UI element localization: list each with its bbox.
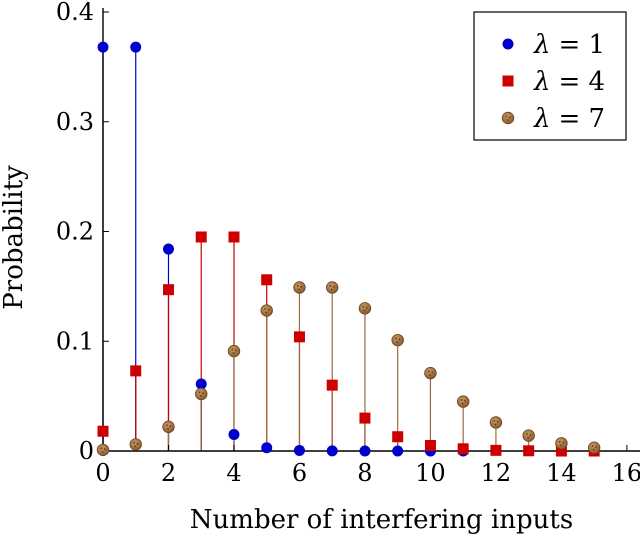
legend-label-symbol: λ bbox=[533, 104, 550, 134]
legend-item: λ = 7 bbox=[501, 104, 605, 134]
data-point bbox=[456, 395, 470, 408]
y-tick-label: 0.4 bbox=[56, 0, 94, 26]
data-point bbox=[523, 445, 535, 457]
data-point bbox=[424, 366, 437, 380]
data-point bbox=[195, 387, 208, 401]
data-point bbox=[162, 420, 175, 434]
legend-label-value: = 1 bbox=[558, 30, 605, 60]
ticks-layer: 0 2 4 6 8 10 12 14 16 0 0.1 0.2 0.3 0.4 bbox=[56, 0, 640, 487]
data-point bbox=[293, 281, 306, 294]
data-point bbox=[97, 41, 109, 53]
data-point bbox=[392, 445, 404, 457]
data-point bbox=[261, 442, 273, 454]
data-point bbox=[359, 412, 371, 424]
data-point bbox=[129, 438, 142, 451]
data-point bbox=[392, 431, 404, 443]
data-point bbox=[489, 416, 503, 429]
x-tick-label: 2 bbox=[161, 459, 176, 487]
data-point bbox=[326, 379, 338, 391]
data-point bbox=[261, 274, 273, 286]
data-point bbox=[555, 437, 568, 450]
legend-label-value: = 7 bbox=[558, 104, 605, 134]
y-tick-label: 0.3 bbox=[56, 108, 94, 136]
legend-marker bbox=[502, 38, 514, 50]
legend-marker bbox=[501, 111, 515, 125]
x-tick-label: 8 bbox=[357, 459, 372, 487]
data-point bbox=[326, 445, 338, 457]
data-point bbox=[587, 441, 601, 454]
data-point bbox=[490, 444, 502, 456]
data-point bbox=[391, 333, 404, 347]
x-axis-title: Number of interfering inputs bbox=[190, 505, 573, 535]
data-point bbox=[97, 425, 109, 437]
legend-label: λ = 7 bbox=[533, 104, 605, 134]
x-tick-label: 4 bbox=[226, 459, 241, 487]
x-tick-label: 16 bbox=[612, 459, 640, 487]
y-tick-label: 0.2 bbox=[56, 218, 94, 246]
data-point bbox=[162, 284, 174, 296]
legend-item: λ = 1 bbox=[502, 30, 605, 60]
x-tick-label: 14 bbox=[546, 459, 577, 487]
y-tick-label: 0.1 bbox=[56, 327, 94, 355]
data-point bbox=[424, 440, 436, 452]
data-point bbox=[260, 304, 273, 317]
legend-box bbox=[473, 11, 627, 141]
data-point bbox=[359, 445, 371, 457]
markers-layer bbox=[96, 41, 601, 457]
data-point bbox=[358, 302, 372, 315]
data-point bbox=[162, 243, 174, 255]
legend-label-symbol: λ bbox=[533, 30, 550, 60]
legend-marker bbox=[502, 75, 514, 87]
legend-label-value: = 4 bbox=[558, 67, 605, 97]
data-point bbox=[522, 429, 535, 442]
y-axis-title: Probability bbox=[0, 165, 29, 310]
axes-layer bbox=[102, 8, 640, 452]
x-tick-label: 0 bbox=[95, 459, 110, 487]
data-point bbox=[130, 41, 142, 53]
data-point bbox=[130, 365, 142, 377]
legend-label: λ = 4 bbox=[533, 67, 605, 97]
data-point bbox=[326, 281, 339, 294]
legend-item: λ = 4 bbox=[502, 67, 605, 97]
data-point bbox=[293, 444, 305, 456]
legend-label-symbol: λ bbox=[533, 67, 550, 97]
data-point bbox=[227, 344, 241, 358]
legend: λ = 1 λ = 4 λ = 7 bbox=[473, 11, 627, 141]
data-point bbox=[228, 429, 240, 441]
y-tick-label: 0 bbox=[79, 437, 94, 465]
data-point bbox=[457, 443, 469, 455]
data-point bbox=[228, 231, 240, 243]
data-point bbox=[555, 445, 567, 457]
x-tick-label: 10 bbox=[415, 459, 446, 487]
data-point bbox=[96, 443, 110, 457]
x-tick-label: 12 bbox=[481, 459, 512, 487]
legend-label: λ = 1 bbox=[533, 30, 605, 60]
data-point bbox=[195, 231, 207, 243]
x-tick-label: 6 bbox=[292, 459, 307, 487]
data-point bbox=[293, 331, 305, 343]
data-point bbox=[195, 378, 207, 390]
